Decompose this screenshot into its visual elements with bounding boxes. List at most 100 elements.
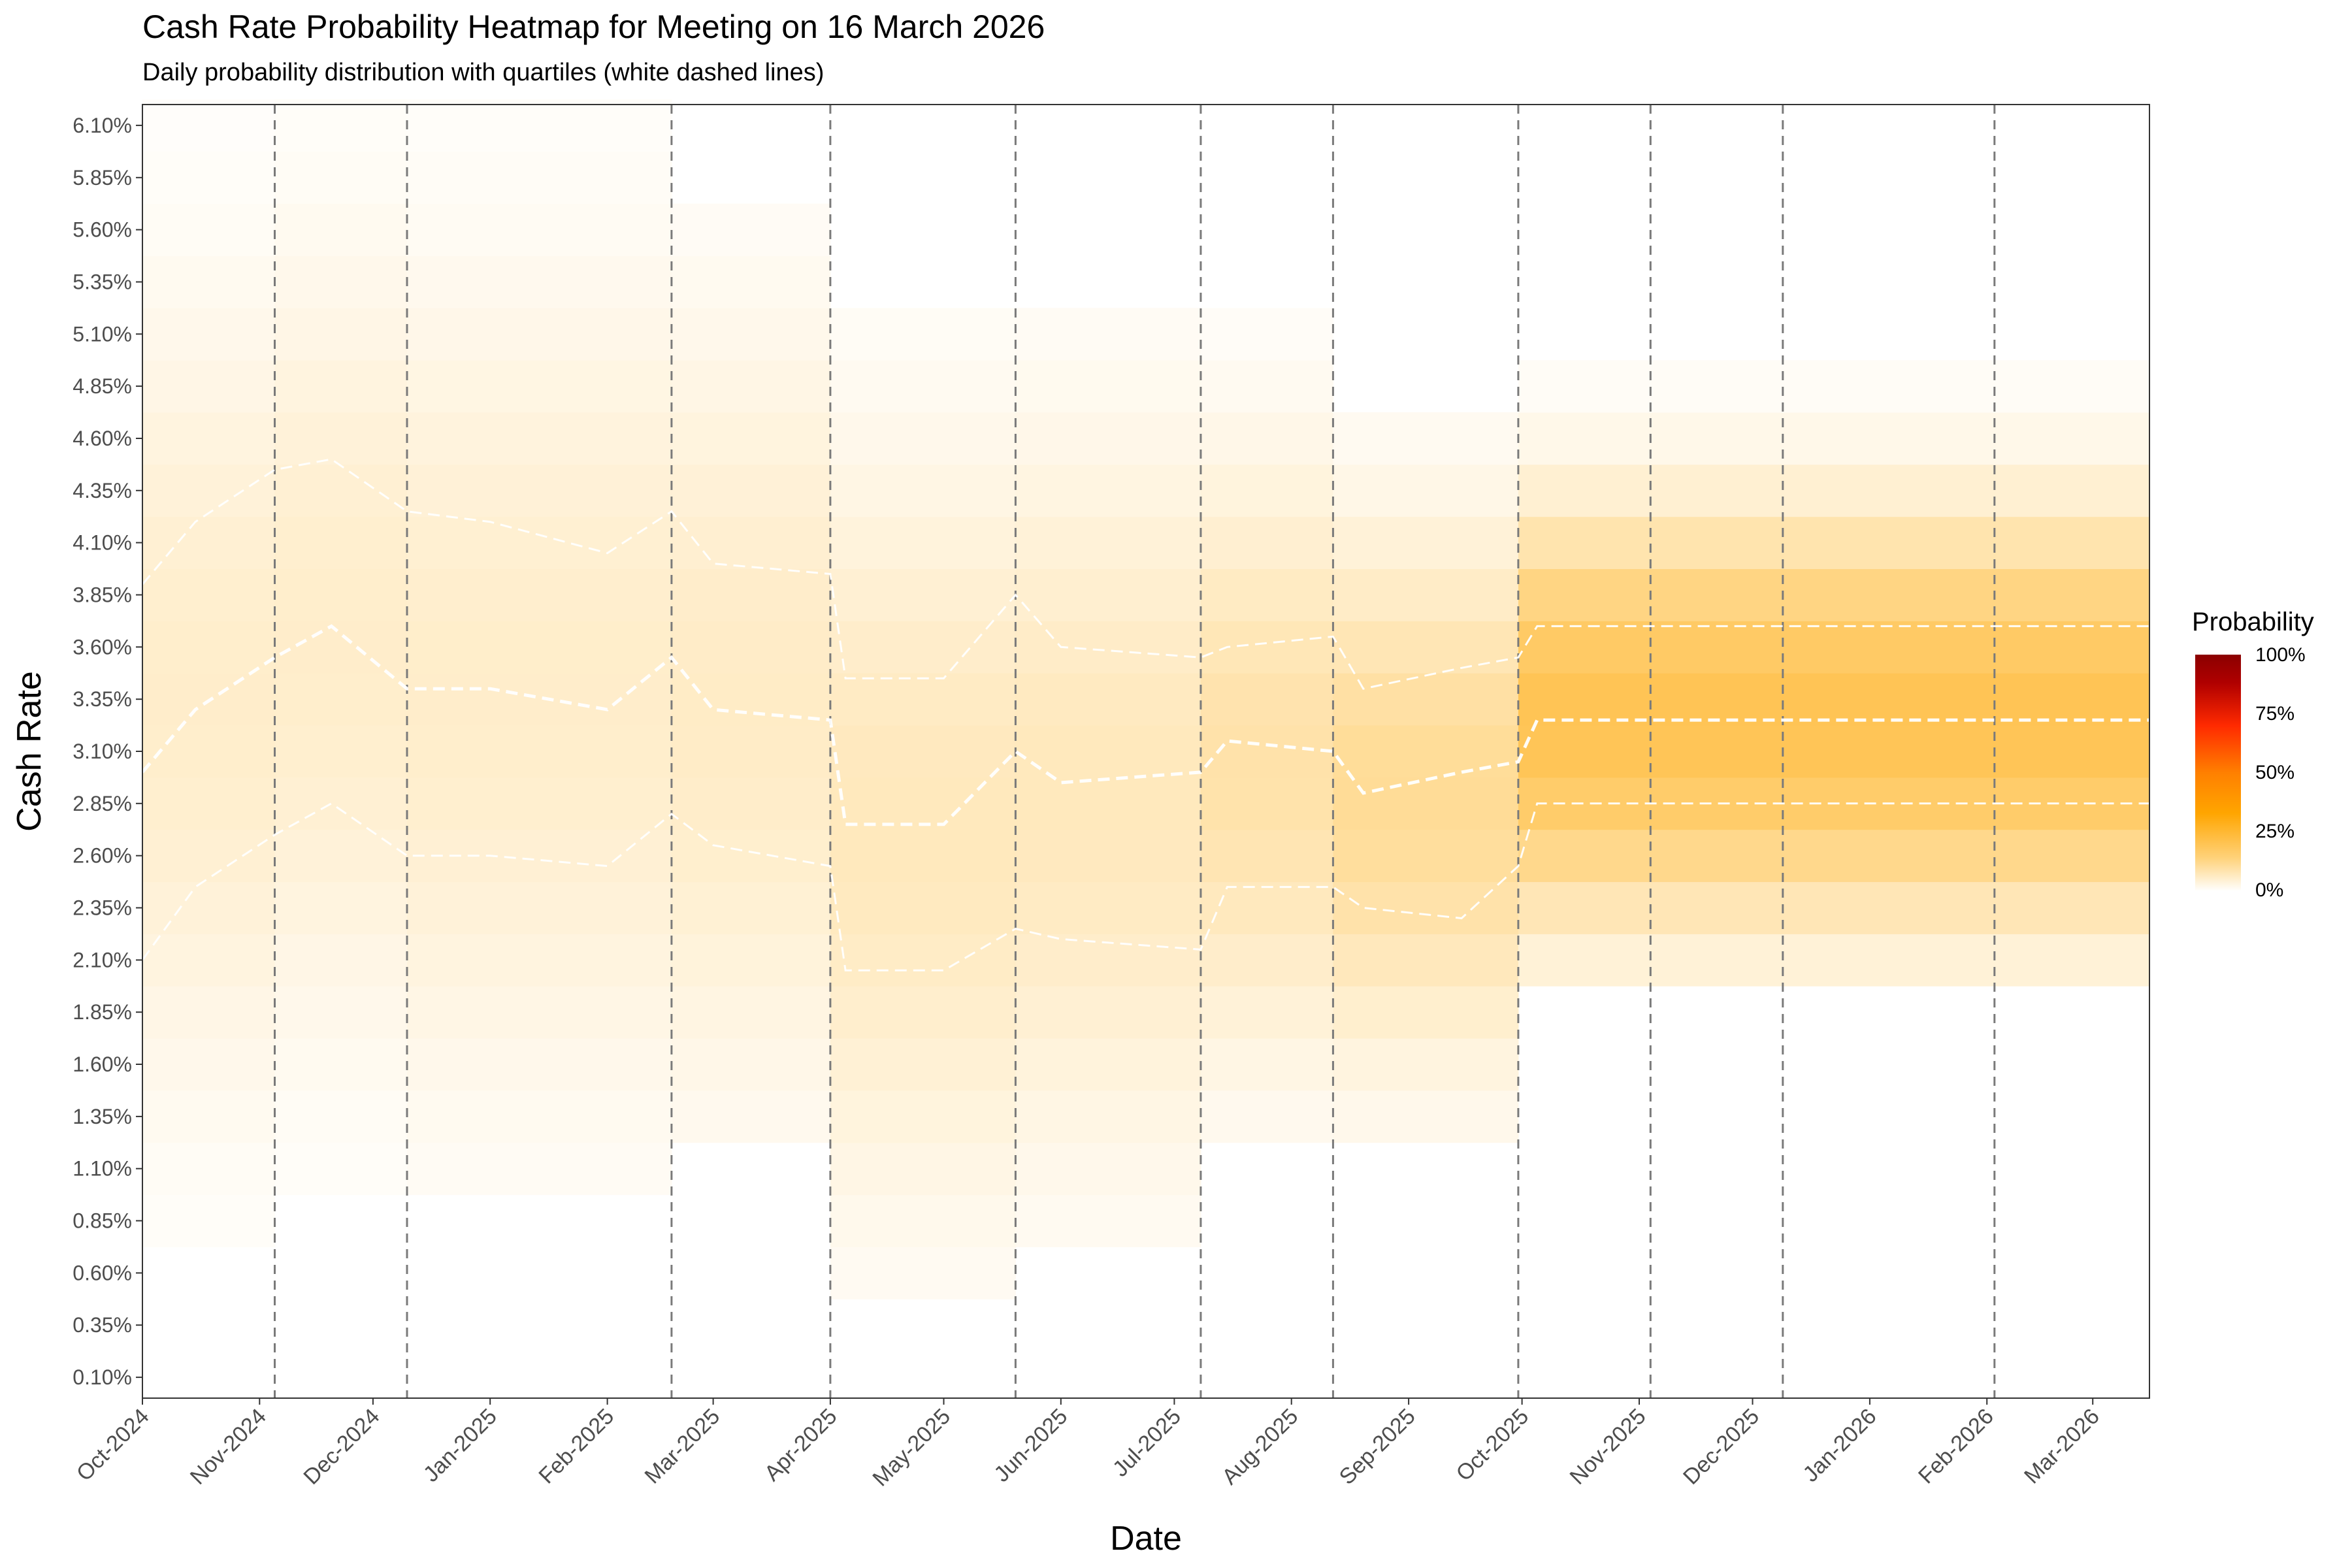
heatmap-cell [1015,412,1201,465]
heatmap-cell [407,1038,672,1091]
heatmap-cell [1333,673,1519,726]
heatmap-cell [1200,360,1333,413]
y-tick-label: 3.85% [73,583,132,607]
heatmap-cell [1015,725,1201,778]
heatmap-cell [142,1142,275,1196]
heatmap-cell [142,516,275,569]
heatmap-cell [274,516,408,569]
heatmap-cell [671,986,831,1039]
x-tick-label: Feb-2025 [534,1404,619,1489]
heatmap-cell [142,360,275,413]
x-tick-label: Oct-2024 [72,1404,154,1486]
heatmap-cell [1015,464,1201,517]
quartile-q1-line [141,802,2149,972]
heatmap-cell [1333,1038,1519,1091]
y-tick-label: 2.60% [73,844,132,868]
y-tick-label: 1.10% [73,1157,132,1181]
heatmap-cell [1200,464,1333,517]
y-axis-ticks: 0.10% 0.35% 0.60% 0.85% 1.10% 1.35% 1.60% 1.85%… [73,114,142,1389]
heatmap-cell [1200,412,1333,465]
heatmap-cell [830,1142,1016,1196]
heatmap-cell [1333,412,1519,465]
heatmap-cell [671,1090,831,1143]
heatmap-cell [1200,673,1333,726]
heatmap-cell [407,516,672,569]
heatmap-cell [830,1194,1016,1247]
heatmap-cell [407,986,672,1039]
y-tick-label: 2.35% [73,896,132,920]
heatmap-cell [1015,568,1201,621]
y-tick-label: 1.35% [73,1105,132,1128]
heatmap-cell [274,568,408,621]
heatmap-cell [407,308,672,361]
heatmap-cell [274,308,408,361]
x-tick-label: Jun-2025 [989,1404,1072,1487]
heatmap-cell [407,725,672,778]
heatmap-cell [142,412,275,465]
heatmap-cell [830,1038,1016,1091]
legend-label: 0% [2255,879,2284,901]
heatmap-cell [142,1090,275,1143]
heatmap-cell [407,934,672,987]
heatmap-cell [671,673,831,726]
heatmap-cell [274,1090,408,1143]
heatmap-cell [142,829,275,883]
heatmap-cell [830,934,1016,987]
x-tick-label: May-2025 [868,1404,955,1492]
heatmap-cell [1518,829,2150,883]
heatmap-cell [274,725,408,778]
x-tick-label: Jul-2025 [1108,1404,1186,1482]
heatmap-cell [1333,516,1519,569]
heatmap-cell [671,203,831,256]
y-tick-label: 5.10% [73,322,132,346]
meeting-lines [274,105,1996,1398]
heatmap-cell [407,360,672,413]
heatmap-cell [142,568,275,621]
heatmap-cell [1015,1038,1201,1091]
heatmap-cell [1200,516,1333,569]
heatmap-cell [142,621,275,674]
heatmap-cell [671,881,831,934]
heatmap-cell [407,881,672,934]
y-tick-label: 4.35% [73,479,132,502]
chart-title: Cash Rate Probability Heatmap for Meetin… [142,8,1045,45]
heatmap-cell [1015,777,1201,830]
heatmap-cell [671,621,831,674]
x-tick-label: Mar-2026 [2019,1404,2104,1489]
y-tick-label: 1.85% [73,1000,132,1024]
x-axis-ticks: Oct-2024 Nov-2024 Dec-2024 Jan-2025 Feb-2025… [72,1398,2104,1492]
heatmap-cell [142,1038,275,1091]
y-axis-title: Cash Rate [10,671,48,832]
heatmap-cell [274,99,408,152]
heatmap-cell [142,203,275,256]
quartile-median-line [141,624,2149,826]
heatmap-cell [1518,412,2150,465]
heatmap-cell [1015,829,1201,883]
heatmap-cell [274,673,408,726]
x-tick-label: Sep-2025 [1335,1404,1420,1490]
heatmap-cell [142,934,275,987]
heatmap-cell [1333,777,1519,830]
heatmap-cell [407,621,672,674]
y-tick-label: 5.85% [73,166,132,189]
heatmap-cells [142,99,2150,1299]
heatmap-cell [142,1194,275,1247]
heatmap-cell [1333,621,1519,674]
legend-label: 100% [2255,644,2306,666]
heatmap-cell [830,673,1016,726]
heatmap-cell [671,934,831,987]
heatmap-cell [1200,986,1333,1039]
heatmap-cell [1015,1090,1201,1143]
x-axis-title: Date [1110,1520,1182,1558]
heatmap-cell [407,203,672,256]
heatmap-cell [407,412,672,465]
heatmap-cell [1518,673,2150,726]
heatmap-cell [671,360,831,413]
heatmap-cell [1015,986,1201,1039]
heatmap-cell [274,255,408,308]
heatmap-cell [1015,1142,1201,1196]
heatmap-cell [1333,725,1519,778]
y-tick-label: 0.35% [73,1313,132,1337]
heatmap-cell [407,829,672,883]
heatmap-cell [274,360,408,413]
